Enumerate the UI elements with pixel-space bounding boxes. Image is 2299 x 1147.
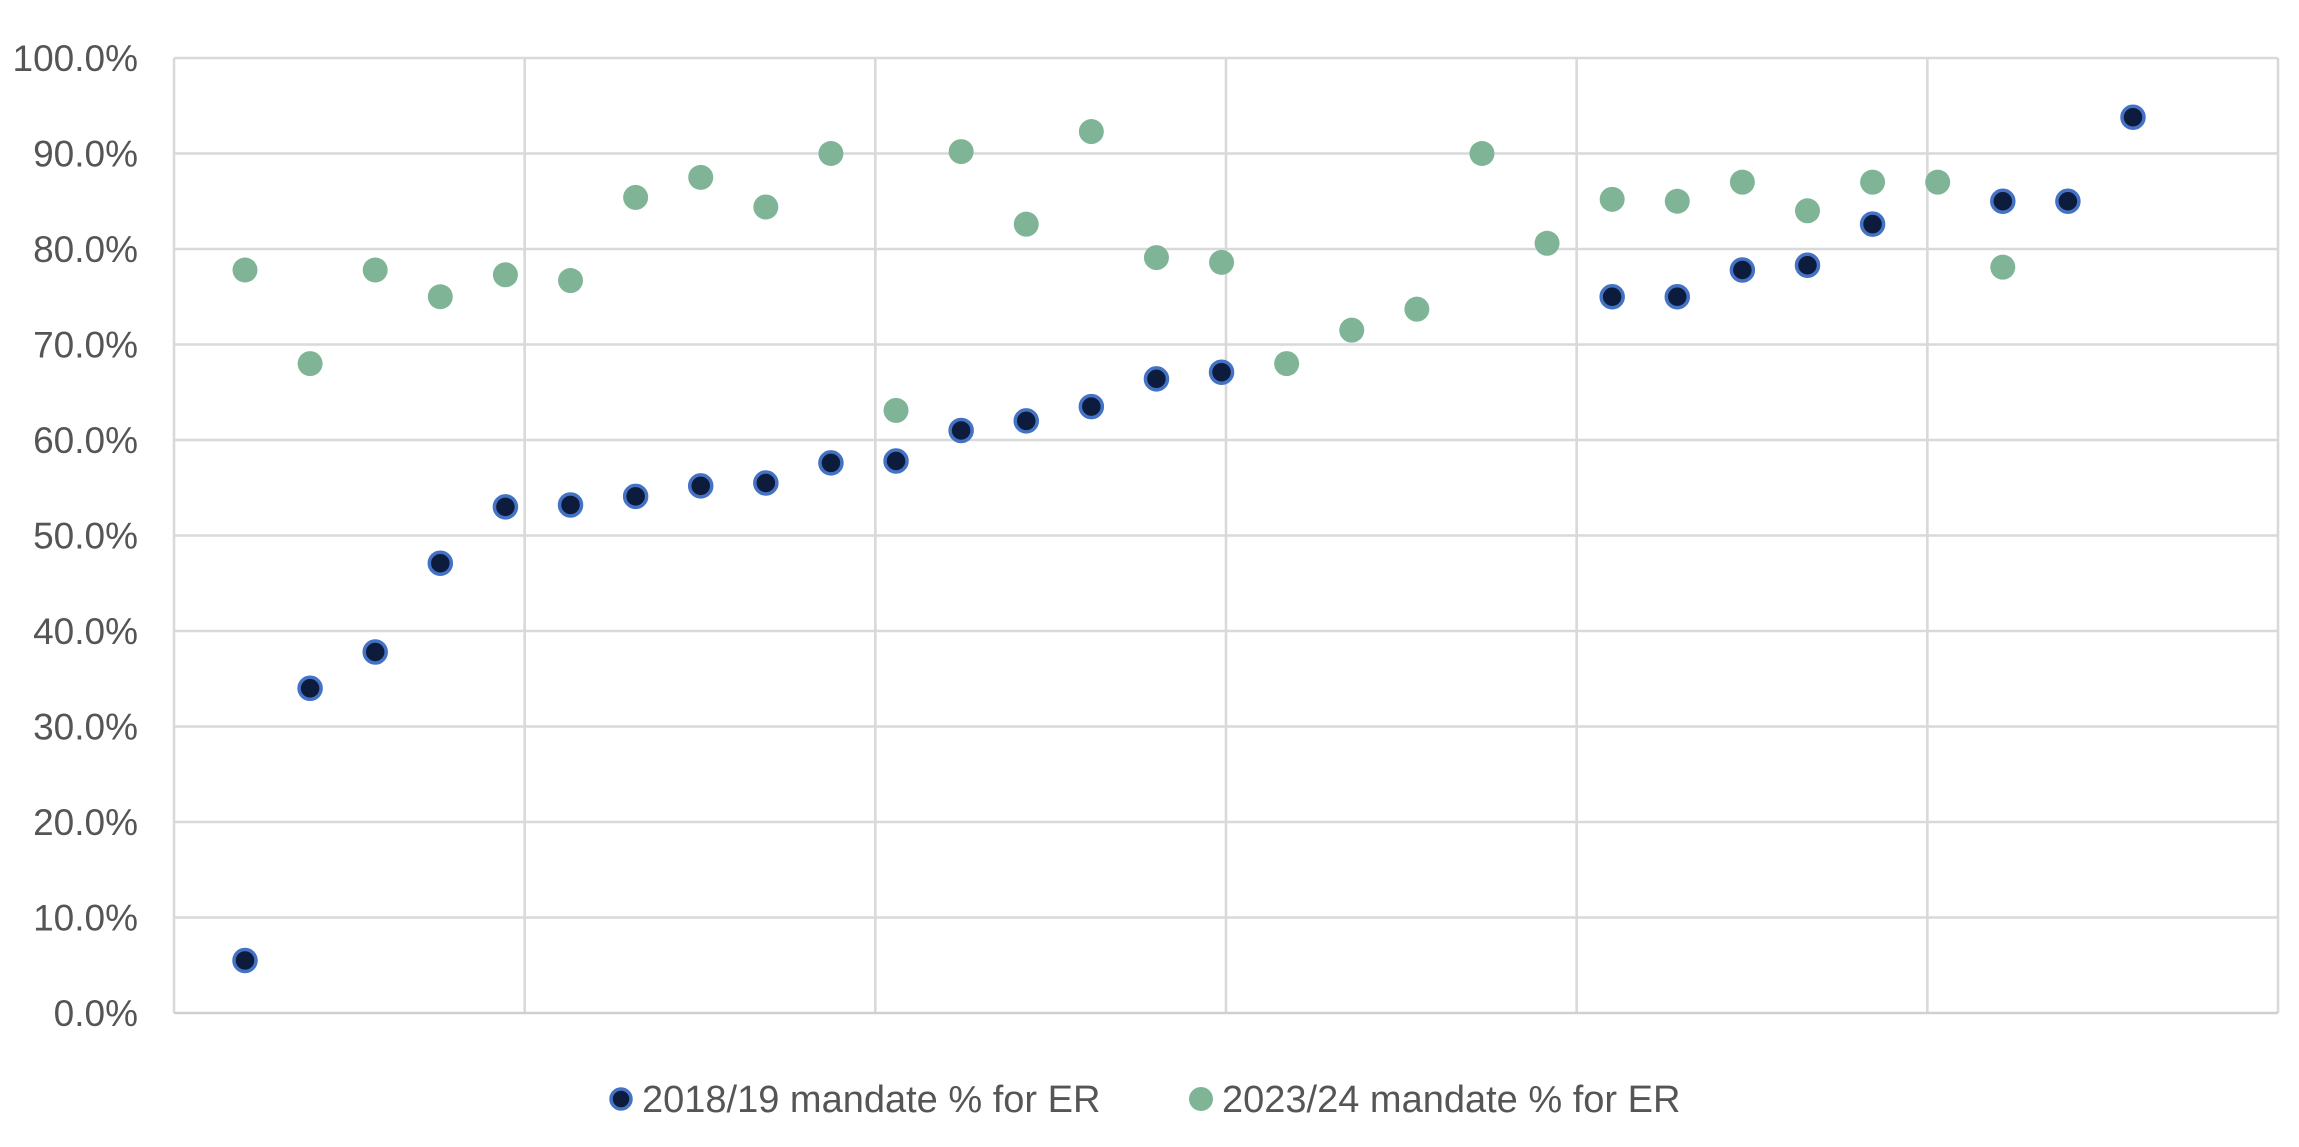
data-point — [1859, 211, 1886, 237]
data-point — [818, 450, 844, 476]
data-point — [1013, 211, 1039, 237]
data-point — [1664, 188, 1690, 214]
data-point — [1143, 366, 1170, 392]
legend-label: 2023/24 mandate % for ER — [1222, 1079, 1680, 1121]
y-tick-label: 10.0% — [33, 898, 138, 939]
y-tick-label: 30.0% — [33, 707, 138, 748]
legend-marker — [1189, 1087, 1213, 1111]
data-point — [1143, 245, 1169, 271]
data-point — [1664, 284, 1691, 310]
data-point — [622, 483, 649, 510]
data-point — [753, 470, 779, 496]
data-point — [232, 257, 258, 283]
y-tick-label: 80.0% — [33, 229, 138, 270]
data-point — [297, 675, 323, 702]
data-point — [1990, 254, 2016, 280]
data-point — [1794, 252, 1821, 278]
data-point — [2120, 104, 2146, 130]
data-point — [557, 492, 584, 518]
legend-item: 2023/24 mandate % for ER — [1189, 1079, 1680, 1121]
data-point — [1794, 198, 1820, 224]
data-point — [948, 139, 974, 165]
data-point — [948, 417, 974, 444]
data-point — [1729, 257, 1756, 283]
data-point — [1209, 249, 1235, 275]
y-tick-label: 20.0% — [33, 802, 138, 843]
data-point — [492, 494, 519, 520]
data-point — [2055, 188, 2081, 214]
data-point — [558, 268, 584, 294]
y-tick-label: 70.0% — [33, 325, 138, 366]
y-tick-label: 90.0% — [33, 134, 138, 175]
data-point — [1469, 141, 1495, 166]
data-point — [232, 947, 258, 974]
data-point — [1208, 359, 1235, 385]
grid — [172, 56, 2280, 1013]
data-point — [1534, 230, 1560, 256]
series-2023-24 — [232, 119, 2016, 423]
legend: 2018/19 mandate % for ER 2023/24 mandate … — [609, 1079, 1680, 1121]
series-2018-19 — [232, 104, 2146, 974]
data-point — [1860, 169, 1886, 195]
data-point — [362, 639, 388, 665]
legend-item: 2018/19 mandate % for ER — [609, 1079, 1100, 1121]
data-point — [427, 284, 453, 310]
data-point — [753, 194, 779, 220]
data-point — [492, 262, 518, 288]
data-point — [883, 397, 909, 423]
data-point — [1339, 317, 1365, 343]
data-point — [1274, 351, 1300, 377]
data-point — [623, 184, 649, 210]
data-point — [1599, 284, 1625, 310]
data-point — [883, 448, 909, 474]
data-point — [1078, 393, 1105, 420]
y-tick-label: 0.0% — [54, 993, 138, 1034]
data-point — [1599, 186, 1625, 212]
data-point — [1925, 169, 1951, 195]
y-tick-label: 60.0% — [33, 420, 138, 461]
data-point — [1404, 296, 1430, 322]
y-tick-label: 100.0% — [13, 38, 139, 79]
y-tick-label: 50.0% — [33, 516, 138, 557]
data-point — [688, 164, 714, 190]
data-point — [1729, 169, 1755, 195]
y-axis-tick-labels: 0.0% 10.0% 20.0% 30.0% 40.0% 50.0% 60.0% 70.0% 8… — [13, 38, 139, 1034]
data-point — [1013, 408, 1039, 434]
data-point — [687, 473, 714, 499]
data-point — [1990, 188, 2016, 214]
data-point — [1078, 119, 1104, 145]
y-tick-label: 40.0% — [33, 611, 138, 652]
legend-label: 2018/19 mandate % for ER — [642, 1079, 1100, 1121]
legend-marker — [609, 1087, 633, 1111]
data-point — [297, 351, 323, 377]
data-point — [362, 257, 388, 283]
data-point — [427, 550, 454, 576]
data-point — [818, 141, 844, 166]
data-points — [232, 104, 2146, 974]
